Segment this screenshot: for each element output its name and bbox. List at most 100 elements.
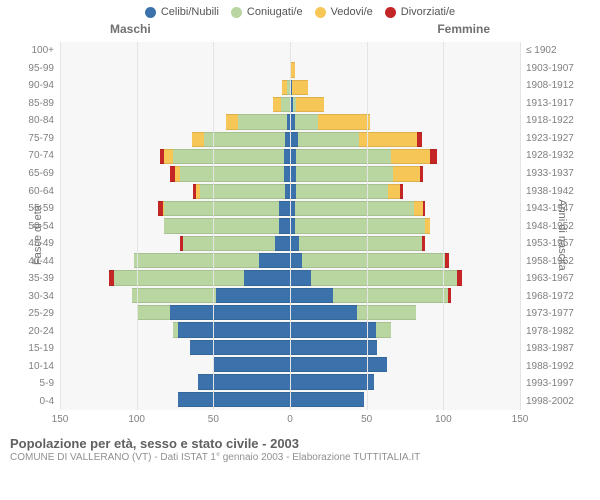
segment — [423, 201, 425, 216]
age-label: 35-39 — [10, 270, 58, 288]
legend-label: Coniugati/e — [247, 6, 303, 18]
x-tick: 50 — [208, 414, 219, 425]
segment — [296, 149, 391, 164]
birth-label: 1903-1907 — [522, 60, 590, 78]
segment — [226, 114, 238, 129]
segment — [178, 392, 290, 407]
age-label: 40-44 — [10, 252, 58, 270]
female-bar — [290, 236, 520, 251]
y-axis-right-labels: ≤ 19021903-19071908-19121913-19171918-19… — [522, 42, 590, 410]
segment — [216, 288, 290, 303]
segment — [180, 166, 284, 181]
male-header: Maschi — [110, 22, 151, 36]
male-bar — [60, 305, 290, 320]
male-bar — [60, 392, 290, 407]
chart-subtitle: COMUNE DI VALLERANO (VT) - Dati ISTAT 1°… — [10, 452, 590, 463]
female-bar — [290, 201, 520, 216]
age-label: 75-79 — [10, 130, 58, 148]
legend-swatch — [315, 7, 326, 18]
segment — [290, 270, 311, 285]
segment — [414, 201, 423, 216]
age-label: 80-84 — [10, 112, 58, 130]
female-bar — [290, 357, 520, 372]
chart-area: Fasce di età Anni di nascita 100+95-9990… — [10, 36, 590, 434]
segment — [290, 132, 298, 147]
segment — [273, 97, 281, 112]
segment — [204, 132, 285, 147]
age-label: 10-14 — [10, 358, 58, 376]
male-bar — [60, 253, 290, 268]
segment — [290, 392, 364, 407]
segment — [164, 149, 173, 164]
segment — [311, 270, 457, 285]
segment — [333, 288, 448, 303]
segment — [244, 270, 290, 285]
birth-label: 1943-1947 — [522, 200, 590, 218]
birth-label: 1993-1997 — [522, 375, 590, 393]
legend-swatch — [385, 7, 396, 18]
female-bar — [290, 288, 520, 303]
male-bar — [60, 357, 290, 372]
gridline — [367, 42, 368, 410]
male-bar — [60, 218, 290, 233]
segment — [134, 253, 260, 268]
x-tick: 100 — [128, 414, 145, 425]
female-bar — [290, 62, 520, 77]
female-bar — [290, 132, 520, 147]
female-bar — [290, 166, 520, 181]
birth-label: 1938-1942 — [522, 182, 590, 200]
age-label: 30-34 — [10, 287, 58, 305]
male-bar — [60, 80, 290, 95]
segment — [290, 340, 377, 355]
birth-label: 1968-1972 — [522, 287, 590, 305]
gridline — [137, 42, 138, 410]
segment — [393, 166, 421, 181]
female-bar — [290, 114, 520, 129]
age-label: 25-29 — [10, 305, 58, 323]
male-bar — [60, 374, 290, 389]
x-tick: 150 — [52, 414, 69, 425]
age-label: 95-99 — [10, 60, 58, 78]
male-bar — [60, 166, 290, 181]
legend-swatch — [145, 7, 156, 18]
x-tick: 50 — [361, 414, 372, 425]
segment — [238, 114, 287, 129]
x-tick: 150 — [512, 414, 529, 425]
segment — [299, 236, 422, 251]
footer: Popolazione per età, sesso e stato civil… — [0, 434, 600, 463]
birth-label: 1918-1922 — [522, 112, 590, 130]
age-label: 85-89 — [10, 95, 58, 113]
birth-label: 1928-1932 — [522, 147, 590, 165]
male-bar — [60, 340, 290, 355]
segment — [359, 132, 417, 147]
age-label: 45-49 — [10, 235, 58, 253]
birth-label: 1933-1937 — [522, 165, 590, 183]
segment — [430, 149, 438, 164]
male-bar — [60, 322, 290, 337]
birth-label: 1953-1957 — [522, 235, 590, 253]
birth-label: 1923-1927 — [522, 130, 590, 148]
birth-label: 1963-1967 — [522, 270, 590, 288]
segment — [302, 253, 445, 268]
birth-label: 1958-1962 — [522, 252, 590, 270]
male-bar — [60, 62, 290, 77]
female-bar — [290, 184, 520, 199]
legend-label: Vedovi/e — [331, 6, 373, 18]
segment — [114, 270, 244, 285]
birth-label: 1983-1987 — [522, 340, 590, 358]
female-bar — [290, 392, 520, 407]
legend-item: Coniugati/e — [231, 6, 303, 18]
segment — [213, 357, 290, 372]
legend: Celibi/NubiliConiugati/eVedovi/eDivorzia… — [0, 0, 600, 20]
segment — [420, 166, 423, 181]
female-bar — [290, 305, 520, 320]
segment — [170, 305, 290, 320]
segment — [259, 253, 290, 268]
birth-label: 1998-2002 — [522, 393, 590, 411]
age-label: 65-69 — [10, 165, 58, 183]
segment — [132, 288, 216, 303]
female-bar — [290, 322, 520, 337]
birth-label: 1908-1912 — [522, 77, 590, 95]
segment — [290, 236, 299, 251]
segment — [295, 114, 318, 129]
